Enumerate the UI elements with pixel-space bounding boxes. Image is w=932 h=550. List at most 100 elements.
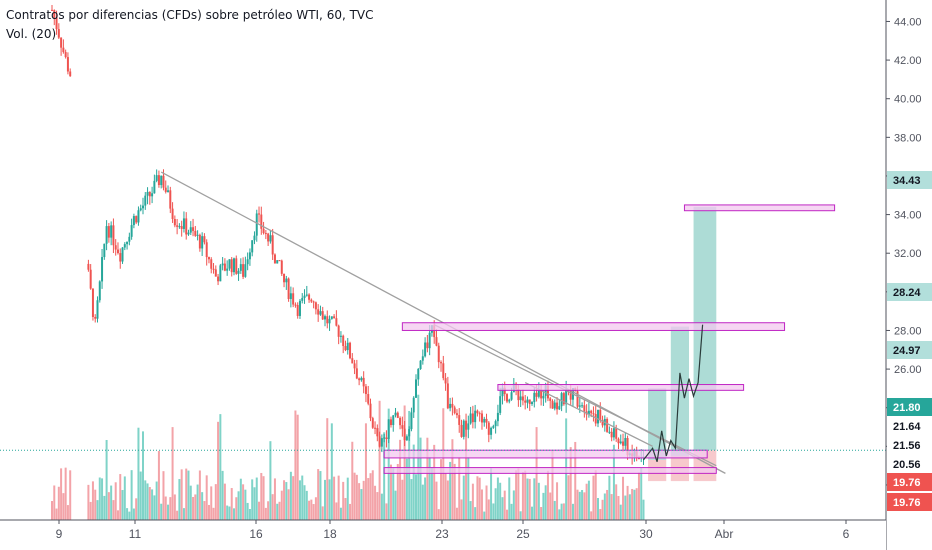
candle-body xyxy=(417,368,420,380)
candle-body xyxy=(549,398,552,401)
projection-target-box xyxy=(670,326,689,456)
time-axis-bg xyxy=(0,520,886,550)
volume-bar xyxy=(353,472,356,520)
price-label: 19.76 xyxy=(893,477,921,489)
price-zone xyxy=(383,467,717,474)
candle-body xyxy=(226,268,229,271)
volume-bar xyxy=(162,471,165,520)
volume-bar xyxy=(455,507,458,520)
candle-body xyxy=(622,441,625,446)
volume-bar xyxy=(526,478,529,520)
price-axis[interactable]: 20.0022.0024.0026.0028.0030.0032.0034.00… xyxy=(885,0,932,550)
candle-body xyxy=(519,396,522,401)
time-tick-label: 9 xyxy=(56,527,63,541)
candle-body xyxy=(433,325,436,338)
candle-body xyxy=(540,390,543,399)
volume-bar xyxy=(394,490,397,520)
candle-body xyxy=(392,415,395,426)
volume-bar xyxy=(590,511,593,520)
candle-body xyxy=(162,175,165,188)
support-resistance-zones[interactable] xyxy=(383,204,836,474)
volume-bar xyxy=(189,485,192,520)
candle-body xyxy=(264,233,267,235)
volume-bar xyxy=(594,470,597,520)
candle-body xyxy=(451,403,454,408)
candle-body xyxy=(421,356,424,361)
candle-body xyxy=(490,427,493,435)
volume-bar xyxy=(435,481,438,520)
candle-body xyxy=(94,316,97,319)
candle-body xyxy=(132,216,135,226)
price-tick-label: 44.00 xyxy=(894,16,922,28)
volume-bar xyxy=(396,464,399,520)
candle-body xyxy=(494,421,497,427)
candle-body xyxy=(101,257,104,282)
volume-bar xyxy=(433,444,436,520)
volume-bar xyxy=(60,468,63,520)
candle-body xyxy=(96,300,99,319)
volume-bar xyxy=(96,500,99,520)
volume-bar xyxy=(262,476,265,520)
volume-bar xyxy=(308,500,311,520)
volume-bar xyxy=(258,501,261,520)
price-tick-label: 42.00 xyxy=(894,55,922,67)
price-tick-label: 26.00 xyxy=(894,364,922,376)
volume-bar xyxy=(453,463,456,520)
volume-bar xyxy=(567,475,570,520)
volume-bar xyxy=(551,450,554,520)
volume-legend: Vol. (20) xyxy=(6,27,57,41)
volume-bar xyxy=(271,494,274,520)
volume-bar xyxy=(499,482,502,520)
volume-bar xyxy=(94,489,97,520)
candle-body xyxy=(123,244,126,248)
candle-body xyxy=(246,259,249,265)
volume-bar xyxy=(542,492,545,520)
candle-body xyxy=(110,225,113,238)
volume-bar xyxy=(219,414,222,520)
candle-body xyxy=(139,208,142,211)
time-axis[interactable]: 9 11 16 18 23 25 30 Abr 6 xyxy=(0,519,886,550)
volume-bar xyxy=(401,479,404,520)
volume-bar xyxy=(276,503,279,520)
candle-body xyxy=(126,241,129,245)
volume-bar xyxy=(460,499,463,520)
volume-bar xyxy=(192,496,195,520)
candle-body xyxy=(330,316,333,319)
volume-bar xyxy=(612,444,615,520)
candle-body xyxy=(267,233,270,242)
volume-bar xyxy=(253,487,256,520)
volume-bar xyxy=(451,439,454,520)
candle-body xyxy=(51,9,53,11)
volume-bar xyxy=(490,468,493,520)
price-label-bg xyxy=(887,398,932,416)
volume-bar xyxy=(289,471,292,520)
volume-bar xyxy=(642,499,645,520)
candle-body xyxy=(578,405,581,407)
volume-bar xyxy=(237,491,240,520)
candle-body xyxy=(353,363,356,369)
volume-bar xyxy=(560,503,563,520)
candle-body xyxy=(355,368,358,379)
projection-path[interactable] xyxy=(643,324,704,462)
volume-bar xyxy=(483,511,486,520)
candle-body xyxy=(583,405,586,412)
candle-body xyxy=(592,413,595,415)
volume-bar xyxy=(242,484,245,520)
candle-body xyxy=(467,423,470,430)
volume-bar xyxy=(358,483,361,520)
volume-bar xyxy=(121,490,124,520)
volume-bar xyxy=(217,421,220,520)
candle-body xyxy=(560,393,563,407)
candle-body xyxy=(610,431,613,438)
volume-bar xyxy=(492,503,495,520)
candle-body xyxy=(637,457,640,459)
candle-body xyxy=(55,17,58,30)
volume-bar xyxy=(487,499,490,520)
volume-bar xyxy=(403,405,406,520)
candle-body xyxy=(167,190,170,192)
candle-body xyxy=(342,335,345,347)
volume-bar xyxy=(269,441,272,520)
candle-body xyxy=(569,391,572,400)
volume-bar xyxy=(123,476,126,520)
